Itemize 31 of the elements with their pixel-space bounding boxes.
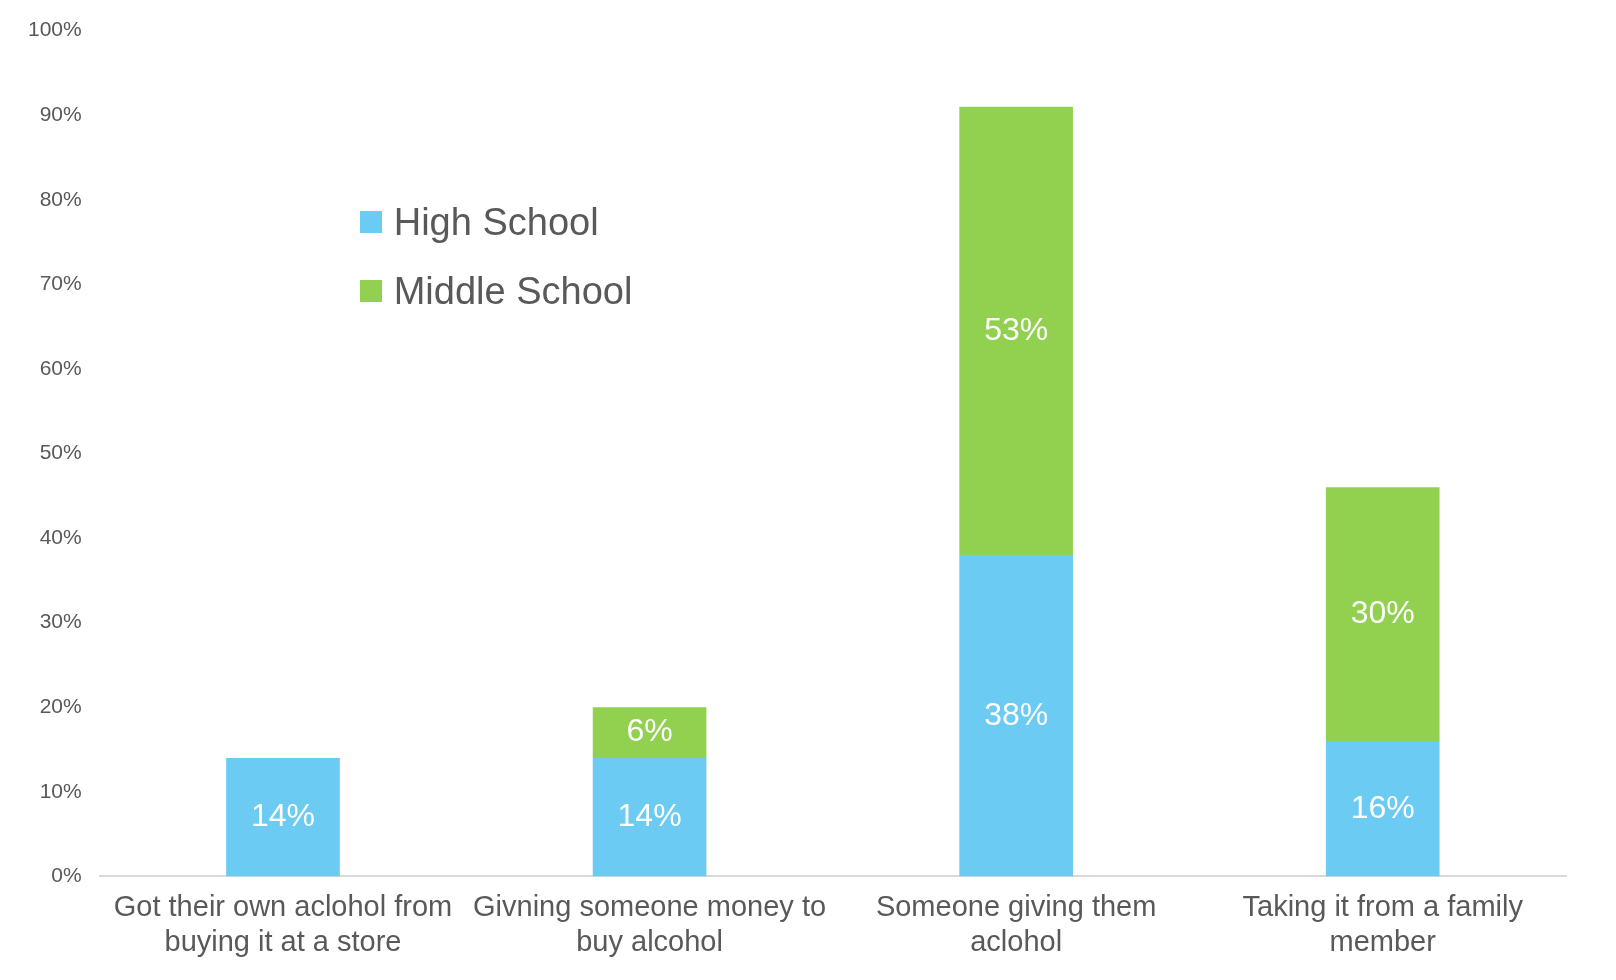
y-tick-label: 50%	[39, 440, 82, 464]
legend-label: Middle School	[393, 269, 633, 313]
legend-label: High School	[393, 200, 599, 244]
y-tick-label: 90%	[39, 101, 82, 125]
x-tick-label: Got their own aclohol from buying it at a store	[113, 889, 453, 957]
y-tick-label: 80%	[39, 186, 82, 210]
x-tick-label: Givning someone money to buy alcohol	[473, 889, 827, 957]
data-label: 6%	[626, 712, 673, 749]
bar	[592, 707, 707, 758]
x-tick-label: Someone giving them aclohol	[875, 889, 1157, 957]
data-label: 14%	[250, 797, 316, 834]
data-label: 38%	[984, 695, 1049, 732]
y-tick-label: 60%	[39, 355, 82, 379]
data-label: 53%	[984, 310, 1049, 347]
bar	[1325, 487, 1440, 742]
y-tick-label: 30%	[39, 609, 82, 633]
data-label: 30%	[1350, 594, 1415, 631]
data-label: 14%	[617, 797, 682, 834]
y-tick-label: 100%	[27, 17, 82, 41]
bar	[592, 757, 707, 877]
bar	[1325, 741, 1440, 877]
y-tick-label: 10%	[39, 778, 82, 802]
bar	[226, 757, 340, 877]
bar	[959, 106, 1073, 555]
y-tick-label: 0%	[51, 863, 82, 887]
y-tick-label: 70%	[39, 271, 82, 295]
x-tick-label: Taking it from a family member	[1242, 889, 1524, 957]
bar	[959, 555, 1073, 877]
y-tick-label: 40%	[39, 524, 82, 548]
data-label: 16%	[1350, 788, 1415, 825]
y-tick-label: 20%	[39, 694, 82, 718]
